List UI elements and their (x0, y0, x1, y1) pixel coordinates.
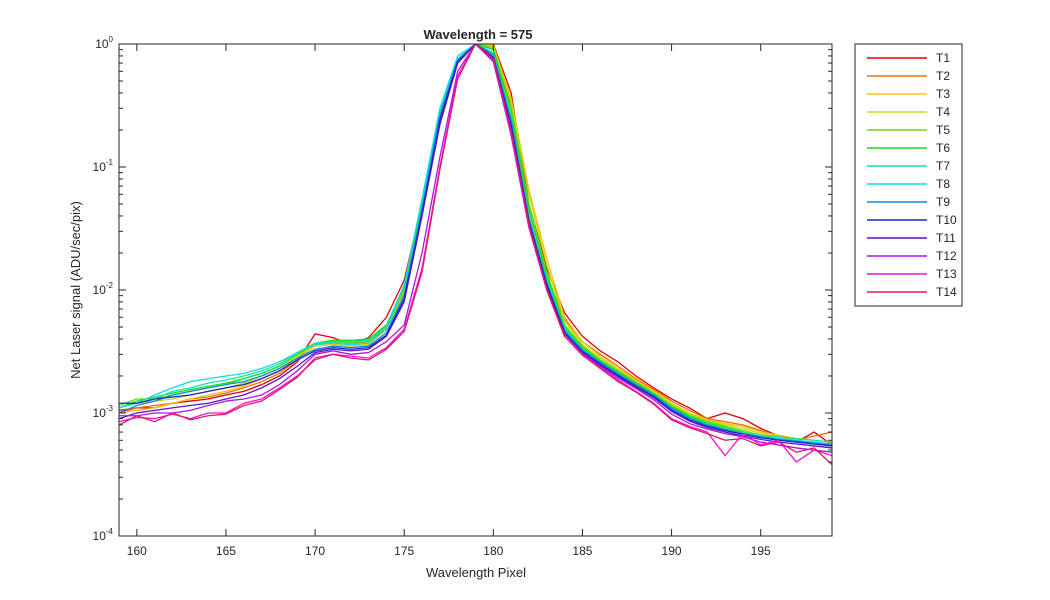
x-tick-label: 160 (127, 544, 147, 558)
legend-label-t4: T4 (936, 105, 950, 119)
legend: T1 T2 T3 T4 T5 T6 T7 T8 T9 T10 T11 T12 T13 T14 (854, 43, 963, 307)
legend-label-t1: T1 (936, 51, 950, 65)
chart-title: Wavelength = 575 (424, 27, 533, 42)
x-tick-label: 175 (394, 544, 414, 558)
y-tick-label: 10-1 (93, 158, 114, 174)
legend-label-t14: T14 (936, 285, 957, 299)
plot-background (119, 44, 832, 536)
series-line-t9 (119, 44, 832, 446)
series-line-t7 (119, 44, 832, 443)
x-tick-label: 185 (572, 544, 592, 558)
y-tick-label: 10-2 (93, 281, 114, 297)
legend-label-t9: T9 (936, 195, 950, 209)
series-line-t3 (119, 44, 832, 443)
x-axis-label: Wavelength Pixel (426, 565, 526, 580)
legend-label-t8: T8 (936, 177, 950, 191)
x-tick-label: 180 (483, 544, 503, 558)
legend-label-t11: T11 (936, 231, 956, 245)
series-line-t13 (119, 44, 832, 463)
plot-area (118, 43, 833, 537)
series-line-t11 (119, 44, 832, 449)
y-tick-label: 10-3 (93, 404, 114, 420)
x-tick-label: 190 (662, 544, 682, 558)
series-line-t12 (119, 44, 832, 453)
x-tick-label: 165 (216, 544, 236, 558)
legend-label-t12: T12 (936, 249, 957, 263)
legend-label-t2: T2 (936, 69, 950, 83)
x-axis: 160 165 170 175 180 185 190 195 (127, 44, 771, 558)
legend-label-t7: T7 (936, 159, 950, 173)
legend-label-t10: T10 (936, 213, 957, 227)
y-tick-label: 100 (95, 35, 113, 51)
series-line-t4 (119, 44, 832, 445)
legend-label-t3: T3 (936, 87, 950, 101)
legend-label-t6: T6 (936, 141, 950, 155)
x-tick-label: 170 (305, 544, 325, 558)
series-lines (119, 44, 832, 466)
y-tick-label: 10-4 (93, 527, 114, 543)
x-tick-label: 195 (751, 544, 771, 558)
legend-label-t13: T13 (936, 267, 957, 281)
series-line-t10 (119, 44, 832, 447)
series-line-t14 (119, 44, 832, 466)
y-axis: 10-4 10-3 10-2 10-1 100 (93, 35, 832, 543)
legend-label-t5: T5 (936, 123, 950, 137)
series-line-t6 (119, 44, 832, 446)
series-line-t1 (119, 44, 832, 446)
series-line-t2 (119, 44, 832, 441)
y-axis-label: Net Laser signal (ADU/sec/pix) (68, 201, 83, 379)
legend-box (854, 43, 963, 307)
